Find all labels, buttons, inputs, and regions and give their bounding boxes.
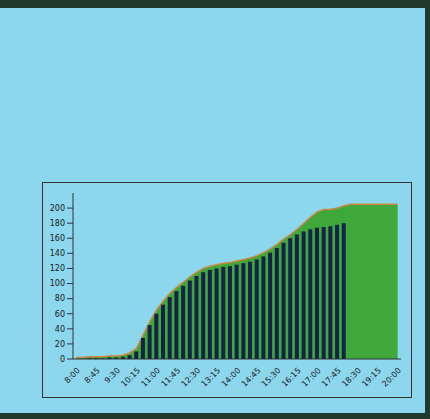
- svg-text:12:30: 12:30: [180, 366, 203, 389]
- svg-text:14:45: 14:45: [240, 366, 263, 389]
- svg-text:15:30: 15:30: [260, 366, 283, 389]
- svg-text:19:15: 19:15: [360, 366, 383, 389]
- svg-text:60: 60: [55, 310, 65, 319]
- svg-text:9:30: 9:30: [102, 366, 122, 386]
- svg-text:40: 40: [55, 325, 65, 334]
- svg-text:18:30: 18:30: [340, 366, 363, 389]
- svg-text:20: 20: [55, 340, 65, 349]
- svg-text:20:00: 20:00: [380, 366, 403, 389]
- svg-text:8:00: 8:00: [63, 366, 82, 385]
- svg-text:160: 160: [50, 234, 65, 243]
- svg-text:0: 0: [60, 355, 65, 364]
- svg-text:13:15: 13:15: [200, 366, 223, 389]
- svg-text:140: 140: [50, 249, 65, 258]
- svg-text:11:45: 11:45: [160, 366, 183, 389]
- svg-text:8:45: 8:45: [83, 366, 102, 385]
- svg-text:17:00: 17:00: [300, 366, 323, 389]
- svg-text:120: 120: [50, 264, 65, 273]
- svg-text:11:00: 11:00: [139, 366, 162, 389]
- svg-text:80: 80: [55, 294, 65, 303]
- svg-text:100: 100: [50, 279, 65, 288]
- svg-text:14:00: 14:00: [220, 366, 243, 389]
- svg-text:16:15: 16:15: [280, 366, 303, 389]
- svg-text:180: 180: [50, 219, 65, 228]
- svg-text:200: 200: [50, 204, 65, 213]
- svg-text:10:15: 10:15: [119, 366, 142, 389]
- svg-text:17:45: 17:45: [320, 366, 343, 389]
